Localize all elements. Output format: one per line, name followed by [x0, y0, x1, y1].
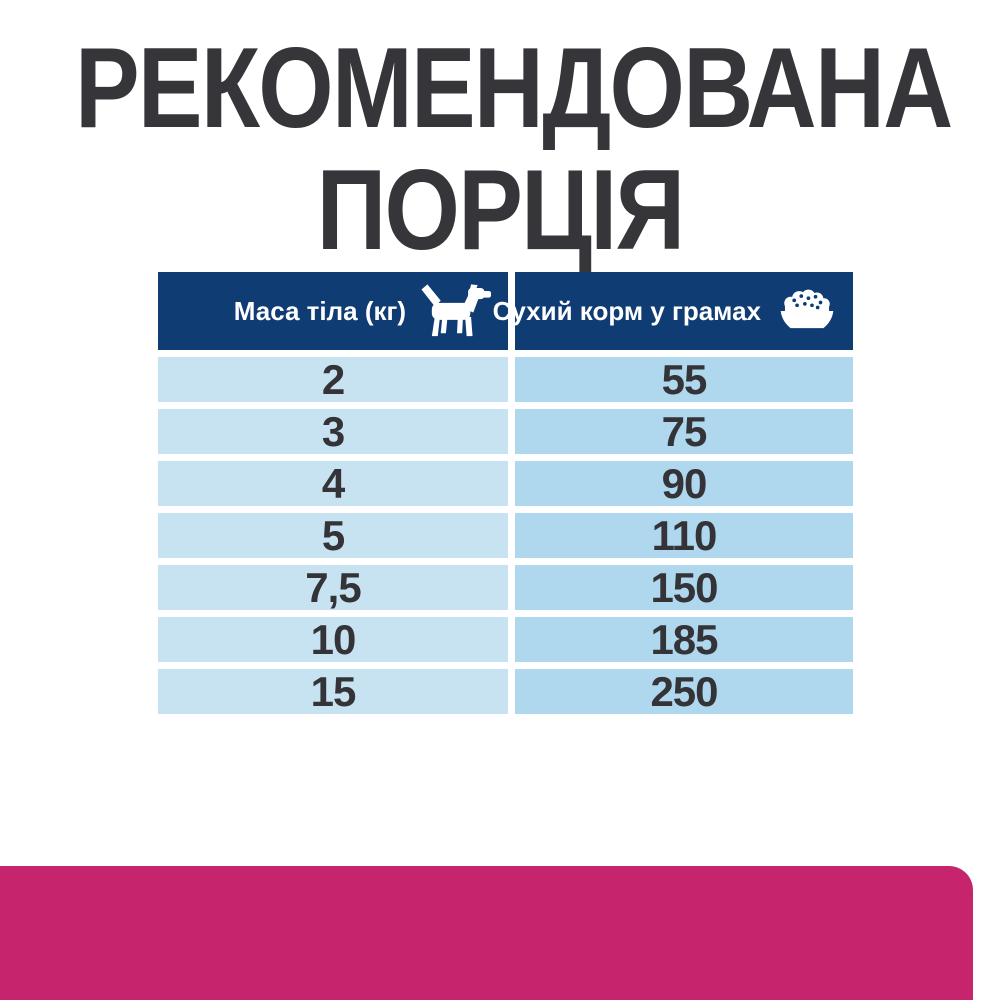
- table-cell-grams: 90: [515, 460, 853, 507]
- table-cell-grams: 250: [515, 668, 853, 715]
- page-title-line-2: ПОРЦІЯ: [316, 147, 686, 274]
- table-cell-grams: 110: [515, 512, 853, 559]
- table-cell-weight: 4: [158, 460, 508, 507]
- bottom-accent-bar: [0, 866, 973, 1000]
- food-bowl-icon: [780, 289, 834, 329]
- table-cell-grams: 55: [515, 356, 853, 403]
- table-cell-grams: 75: [515, 408, 853, 455]
- table-cell-weight: 15: [158, 668, 508, 715]
- table-cell-grams: 150: [515, 564, 853, 611]
- dog-icon: [421, 284, 492, 337]
- table-cell-weight: 10: [158, 616, 508, 663]
- table-cell-weight: 7,5: [158, 564, 508, 611]
- table-cell-weight: 2: [158, 356, 508, 403]
- column-header-body-weight-label: Маса тіла (кг): [233, 295, 406, 326]
- table-cell-weight: 3: [158, 408, 508, 455]
- column-header-dry-food: Сухий корм у грамах: [493, 272, 853, 350]
- page-title-line-1: РЕКОМЕНДОВАНА: [75, 25, 953, 152]
- page-title: РЕКОМЕНДОВАНА ПОРЦІЯ: [0, 32, 1000, 268]
- column-header-dry-food-label: Сухий корм у грамах: [492, 295, 761, 326]
- column-header-body-weight: Маса тіла (кг): [158, 272, 508, 350]
- table-cell-grams: 185: [515, 616, 853, 663]
- table-cell-weight: 5: [158, 512, 508, 559]
- feeding-table: Маса тіла (кг) Сухий корм у грамах: [158, 272, 853, 715]
